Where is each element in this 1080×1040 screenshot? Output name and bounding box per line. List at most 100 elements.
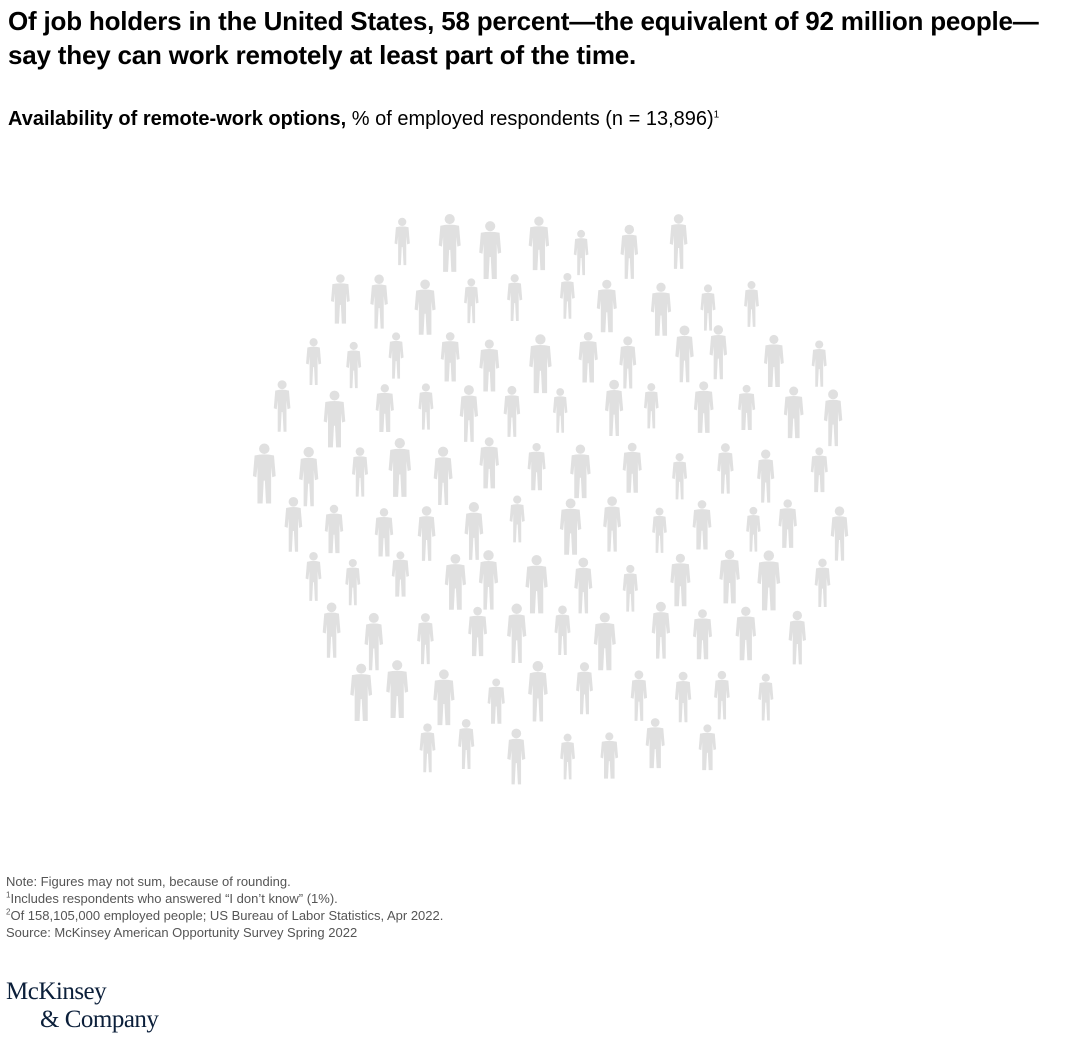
person-silhouette-icon	[672, 453, 688, 500]
person-silhouette-icon	[440, 332, 460, 382]
person-silhouette-icon	[783, 386, 804, 439]
person-silhouette-icon	[554, 605, 571, 655]
source: Source: McKinsey American Opportunity Su…	[6, 925, 358, 940]
person-silhouette-icon	[433, 669, 455, 726]
person-silhouette-icon	[507, 603, 527, 663]
person-silhouette-icon	[419, 723, 436, 773]
person-silhouette-icon	[693, 609, 712, 660]
person-silhouette-icon	[596, 279, 617, 333]
person-silhouette-icon	[600, 732, 619, 779]
person-silhouette-icon	[746, 506, 761, 552]
person-silhouette-icon	[830, 506, 849, 561]
person-silhouette-icon	[757, 449, 775, 503]
person-silhouette-icon	[388, 332, 404, 379]
footnote-2: 2Of 158,105,000 employed people; US Bure…	[6, 907, 443, 924]
person-silhouette-icon	[370, 274, 388, 329]
person-silhouette-icon	[417, 613, 434, 665]
person-silhouette-icon	[273, 380, 291, 432]
person-silhouette-icon	[364, 612, 384, 671]
footnote-1: 1Includes respondents who answered “I do…	[6, 890, 443, 907]
person-silhouette-icon	[552, 388, 568, 433]
person-silhouette-icon	[299, 446, 319, 507]
subtitle-footnote-mark: 1	[713, 109, 720, 121]
person-silhouette-icon	[738, 384, 756, 431]
person-silhouette-icon	[346, 341, 362, 389]
person-silhouette-icon	[778, 499, 797, 548]
logo-line-1: McKinsey	[6, 978, 107, 1005]
chart-subtitle: Availability of remote-work options, % o…	[8, 106, 719, 132]
person-silhouette-icon	[352, 447, 368, 497]
person-silhouette-icon	[444, 554, 466, 610]
person-silhouette-icon	[570, 444, 591, 499]
person-silhouette-icon	[529, 334, 552, 394]
person-silhouette-icon	[560, 272, 575, 319]
person-silhouette-icon	[417, 506, 436, 561]
person-silhouette-icon	[650, 282, 672, 336]
person-silhouette-icon	[479, 437, 499, 489]
person-silhouette-icon	[605, 379, 624, 437]
person-silhouette-icon	[823, 389, 843, 447]
person-silhouette-icon	[374, 508, 394, 557]
person-silhouette-icon	[698, 724, 717, 771]
headline: Of job holders in the United States, 58 …	[8, 6, 1039, 70]
person-silhouette-icon	[669, 214, 688, 269]
person-silhouette-icon	[479, 221, 502, 279]
person-silhouette-icon	[458, 719, 475, 769]
person-silhouette-icon	[388, 438, 411, 497]
person-silhouette-icon	[576, 662, 593, 715]
person-silhouette-icon	[391, 551, 409, 597]
person-silhouette-icon	[418, 383, 434, 430]
person-silhouette-icon	[788, 610, 806, 665]
person-silhouette-icon	[525, 554, 548, 614]
note: Note: Figures may not sum, because of ro…	[6, 874, 291, 889]
person-silhouette-icon	[527, 442, 546, 491]
person-silhouette-icon	[651, 601, 671, 659]
person-silhouette-icon	[252, 443, 276, 504]
person-silhouette-icon	[284, 497, 303, 552]
person-silhouette-icon	[459, 385, 479, 442]
person-silhouette-icon	[509, 495, 525, 543]
person-silhouette-icon	[693, 381, 714, 433]
footnotes: Note: Figures may not sum, because of ro…	[6, 873, 443, 941]
person-silhouette-icon	[479, 339, 500, 392]
person-silhouette-icon	[331, 274, 350, 324]
person-silhouette-icon	[323, 390, 346, 448]
person-silhouette-icon	[619, 336, 637, 389]
footnote-1-text: Includes respondents who answered “I don…	[10, 891, 338, 906]
people-crowd-pictogram	[252, 214, 849, 785]
person-silhouette-icon	[478, 550, 499, 610]
mckinsey-logo: McKinsey & Company	[6, 978, 159, 1034]
person-silhouette-icon	[528, 216, 550, 271]
person-silhouette-icon	[811, 340, 827, 387]
person-silhouette-icon	[652, 507, 667, 553]
person-silhouette-icon	[709, 325, 728, 380]
person-silhouette-icon	[324, 504, 344, 554]
person-silhouette-icon	[814, 558, 831, 608]
person-silhouette-icon	[675, 325, 694, 383]
person-silhouette-icon	[620, 224, 639, 279]
person-silhouette-icon	[735, 606, 756, 661]
person-silhouette-icon	[559, 498, 582, 555]
person-silhouette-icon	[630, 670, 648, 721]
person-silhouette-icon	[528, 661, 548, 722]
person-silhouette-icon	[306, 338, 322, 385]
person-silhouette-icon	[394, 217, 410, 266]
person-silhouette-icon	[507, 728, 526, 785]
person-silhouette-icon	[764, 334, 784, 387]
person-silhouette-icon	[744, 281, 759, 327]
person-silhouette-icon	[717, 443, 734, 494]
person-silhouette-icon	[464, 278, 479, 324]
person-silhouette-icon	[438, 214, 461, 272]
person-silhouette-icon	[622, 564, 638, 612]
subtitle-lead: Availability of remote-work options,	[8, 108, 347, 130]
person-silhouette-icon	[578, 331, 598, 383]
person-silhouette-icon	[622, 442, 642, 493]
person-silhouette-icon	[593, 612, 616, 671]
footnote-2-text: Of 158,105,000 employed people; US Burea…	[10, 908, 444, 923]
person-silhouette-icon	[414, 279, 436, 335]
person-silhouette-icon	[758, 673, 774, 721]
person-silhouette-icon	[345, 558, 361, 606]
person-silhouette-icon	[507, 274, 523, 321]
person-silhouette-icon	[714, 670, 730, 720]
person-silhouette-icon	[433, 446, 453, 505]
